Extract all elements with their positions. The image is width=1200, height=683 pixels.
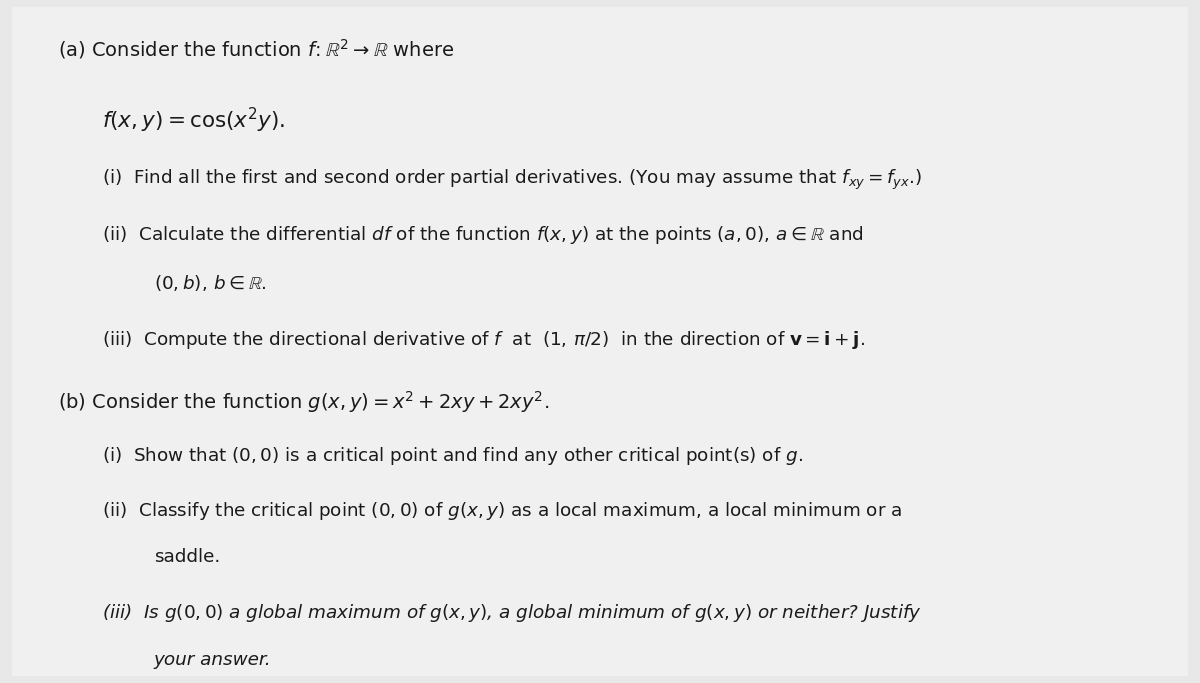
Text: (i)  Find all the first and second order partial derivatives. (You may assume th: (i) Find all the first and second order … <box>102 167 922 191</box>
Text: $f(x, y) = \cos(x^2 y).$: $f(x, y) = \cos(x^2 y).$ <box>102 106 286 135</box>
Text: (iii)  Is $g(0, 0)$ a global maximum of $g(x, y)$, a global minimum of $g(x, y)$: (iii) Is $g(0, 0)$ a global maximum of $… <box>102 602 922 624</box>
Text: your answer.: your answer. <box>154 651 271 669</box>
Text: (iii)  Compute the directional derivative of $f$  at  $(1,\, \pi/2)$  in the dir: (iii) Compute the directional derivative… <box>102 329 865 351</box>
Text: (ii)  Classify the critical point $(0, 0)$ of $g(x, y)$ as a local maximum, a lo: (ii) Classify the critical point $(0, 0)… <box>102 500 902 522</box>
Text: (i)  Show that $(0, 0)$ is a critical point and find any other critical point(s): (i) Show that $(0, 0)$ is a critical poi… <box>102 445 803 467</box>
Text: $(0, b),\, b \in \mathbb{R}.$: $(0, b),\, b \in \mathbb{R}.$ <box>154 273 266 292</box>
Text: (ii)  Calculate the differential $df$ of the function $f(x, y)$ at the points $(: (ii) Calculate the differential $df$ of … <box>102 224 864 246</box>
Text: (b) Consider the function $g(x, y) = x^2 + 2xy + 2xy^2.$: (b) Consider the function $g(x, y) = x^2… <box>58 389 548 415</box>
Text: (a) Consider the function $f\!: \mathbb{R}^2 \rightarrow \mathbb{R}$ where: (a) Consider the function $f\!: \mathbb{… <box>58 38 454 61</box>
Text: saddle.: saddle. <box>154 548 220 566</box>
